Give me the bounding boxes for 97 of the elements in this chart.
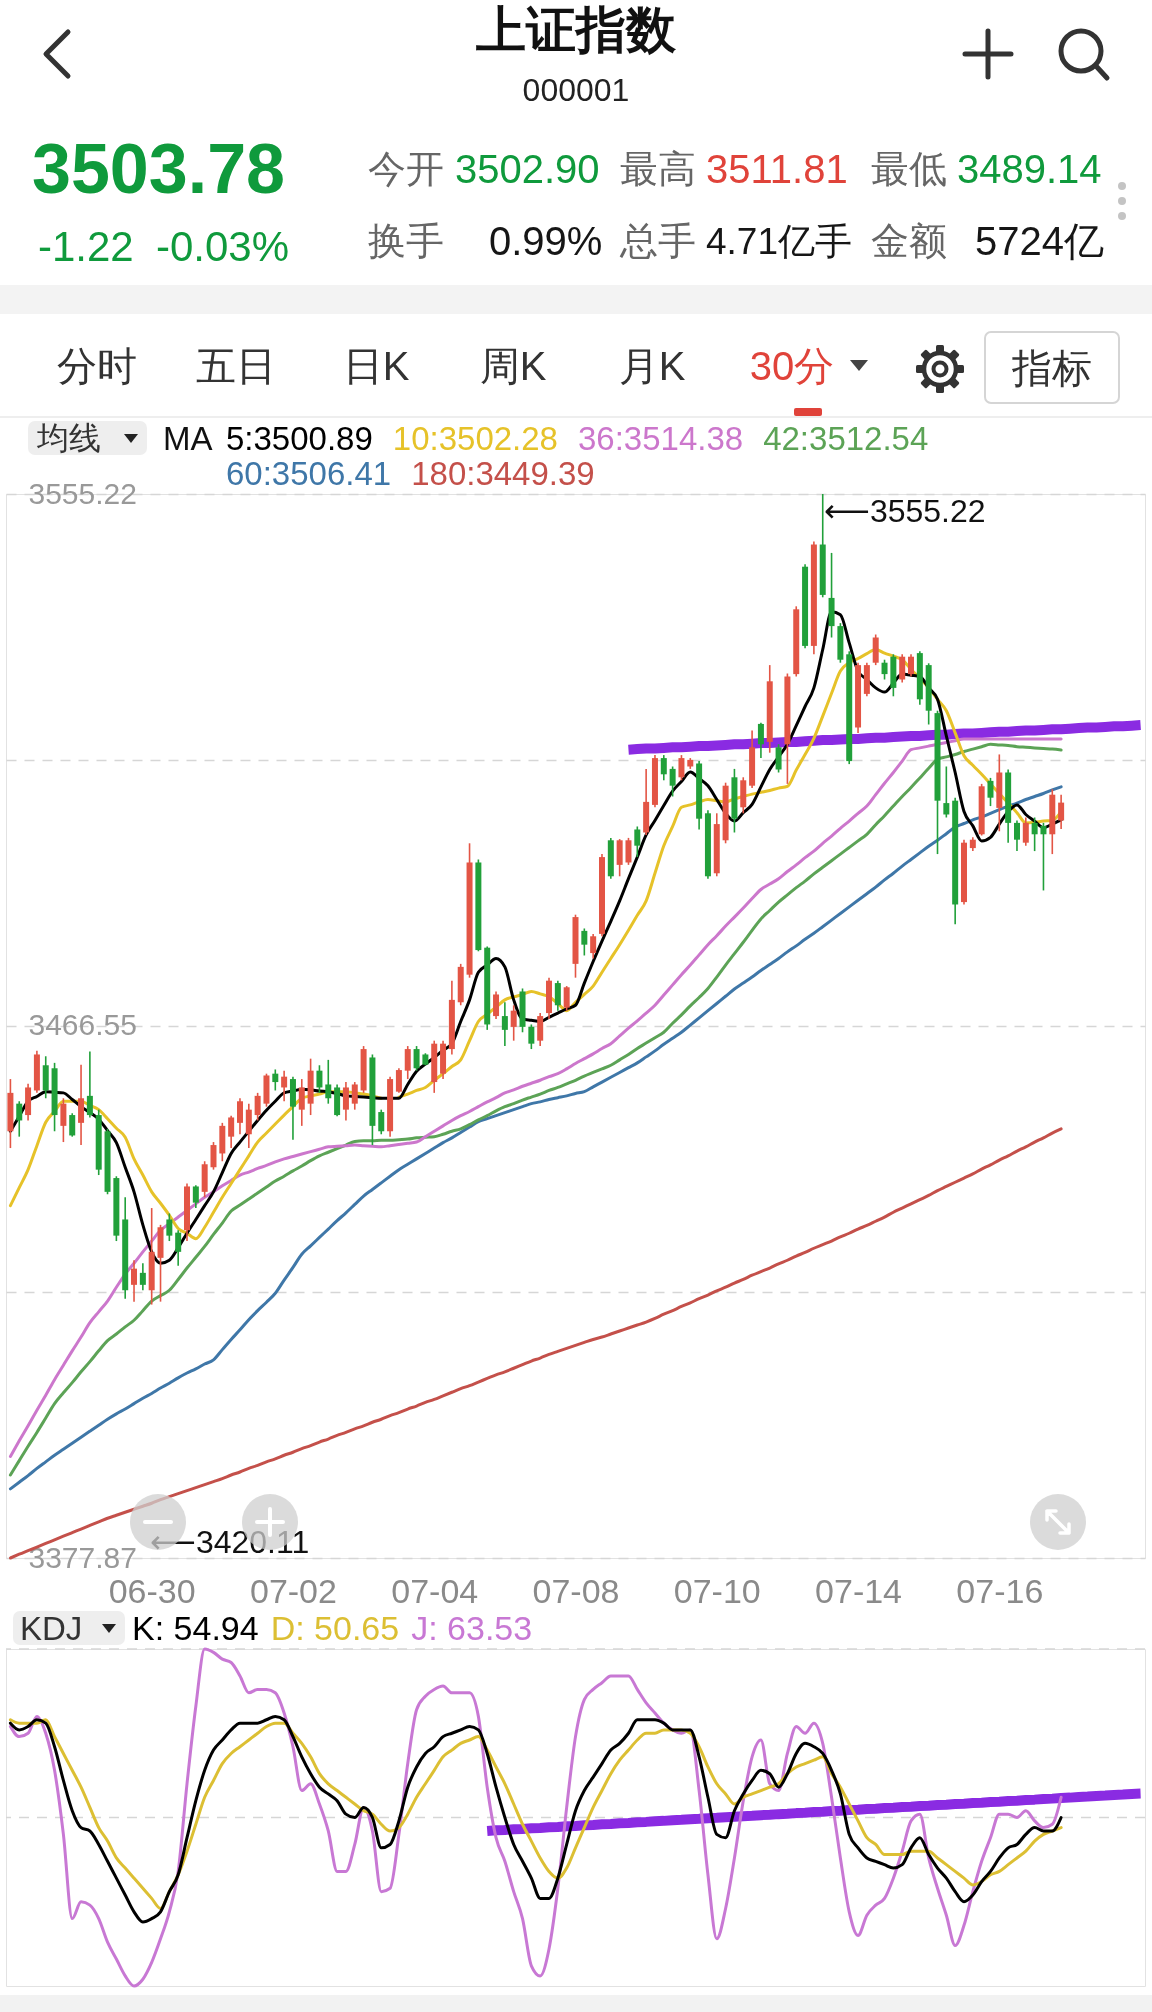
text: D: 50.65: [270, 1608, 400, 1647]
candlestick: [378, 1108, 385, 1136]
candlestick: [86, 1050, 93, 1119]
legend-title: MA: [163, 419, 213, 457]
text: 最高: [620, 148, 696, 190]
x-tick-label: 07-04: [391, 1571, 479, 1610]
text: 4.71亿手: [706, 220, 853, 262]
candlestick: [272, 1068, 279, 1092]
candlestick: [943, 765, 950, 819]
candlestick: [908, 653, 915, 678]
x-tick-label: 07-10: [673, 1571, 761, 1610]
text: 000001: [522, 72, 630, 108]
candlestick: [660, 754, 667, 782]
candlestick: [775, 743, 782, 774]
text: 日K: [342, 344, 410, 388]
text: 月K: [618, 344, 686, 388]
x-tick-label: 07-02: [249, 1571, 337, 1610]
candlestick: [899, 653, 906, 684]
candlestick: [281, 1069, 288, 1103]
candlestick: [325, 1059, 332, 1105]
text: 五日: [196, 344, 276, 388]
candlestick: [510, 1004, 517, 1042]
candlestick: [139, 1262, 146, 1292]
text: 3489.14: [957, 147, 1102, 191]
text: 金额: [871, 220, 947, 262]
text: K: 54.94: [132, 1608, 259, 1647]
candlestick: [395, 1067, 402, 1094]
candlestick: [166, 1212, 173, 1242]
candlestick: [316, 1064, 323, 1094]
text: 今开: [368, 148, 444, 190]
text: 周K: [479, 344, 547, 388]
candlestick: [625, 837, 632, 866]
text: 180:3449.39: [411, 454, 595, 492]
chart-title: KDJ: [20, 1609, 83, 1647]
text: 上证指数: [476, 2, 676, 58]
x-tick-label: 06-30: [108, 1571, 196, 1610]
text: -0.03%: [156, 223, 290, 270]
text: 3511.81: [706, 147, 848, 191]
x-tick-label: 07-14: [815, 1571, 903, 1610]
text: 总手: [620, 220, 696, 262]
candlestick: [192, 1184, 199, 1209]
y-tick-label: 3377.87: [28, 1540, 137, 1574]
candlestick: [554, 979, 561, 1012]
text: 36:3514.38: [577, 419, 744, 457]
candlestick: [501, 1001, 508, 1047]
candlestick: [69, 1112, 76, 1138]
text: 42:3512.54: [763, 419, 929, 457]
candlestick: [298, 1078, 305, 1127]
candlestick: [1031, 816, 1038, 852]
text: -1.22: [38, 223, 134, 270]
candlestick: [131, 1259, 138, 1303]
candlestick: [254, 1092, 261, 1122]
text: 换手: [368, 220, 444, 262]
candlestick: [342, 1081, 349, 1122]
candlestick: [678, 754, 685, 782]
candlestick: [757, 721, 764, 759]
y-tick-label: 3555.22: [28, 476, 137, 510]
candlestick: [210, 1141, 217, 1171]
candlestick: [16, 1100, 23, 1138]
candlestick: [634, 825, 641, 858]
text: 3502.90: [455, 147, 600, 191]
series-label: J: 63.53: [411, 1608, 533, 1647]
candlestick: [1040, 822, 1047, 892]
x-tick-label: 07-08: [532, 1571, 620, 1610]
candlestick: [528, 1023, 535, 1050]
annotation: ⟵3555.22: [824, 493, 986, 529]
candlestick: [669, 765, 676, 798]
candlestick: [881, 658, 888, 681]
text: 10:3502.28: [392, 419, 558, 457]
candlestick: [563, 985, 570, 1012]
x-tick-label: 07-16: [956, 1571, 1044, 1610]
text: 3503.78: [32, 130, 286, 208]
text: 30分: [749, 344, 835, 388]
candlestick: [590, 933, 597, 960]
text: 60:3506.41: [226, 454, 392, 492]
candlestick: [493, 990, 500, 1020]
candlestick: [1013, 819, 1020, 852]
text: 指标: [1012, 346, 1092, 390]
candlestick: [987, 777, 994, 807]
candlestick: [413, 1045, 420, 1072]
candlestick: [1022, 816, 1029, 847]
candlestick: [1058, 793, 1065, 830]
candlestick: [228, 1114, 235, 1149]
candlestick: [581, 927, 588, 957]
chart-title: 均线: [37, 420, 101, 456]
candlestick: [60, 1097, 67, 1143]
candlestick: [175, 1229, 182, 1267]
candlestick: [404, 1045, 411, 1080]
candlestick: [351, 1081, 358, 1111]
text: 5724亿: [975, 219, 1104, 263]
y-tick-label: 3466.55: [28, 1008, 137, 1042]
candlestick: [236, 1097, 243, 1136]
text: 0.99%: [489, 219, 603, 263]
text: 5:3500.89: [226, 419, 373, 457]
text: 分时: [57, 344, 137, 388]
text: 最低: [871, 148, 947, 190]
annotation: ⟵3420.11: [150, 1524, 310, 1560]
